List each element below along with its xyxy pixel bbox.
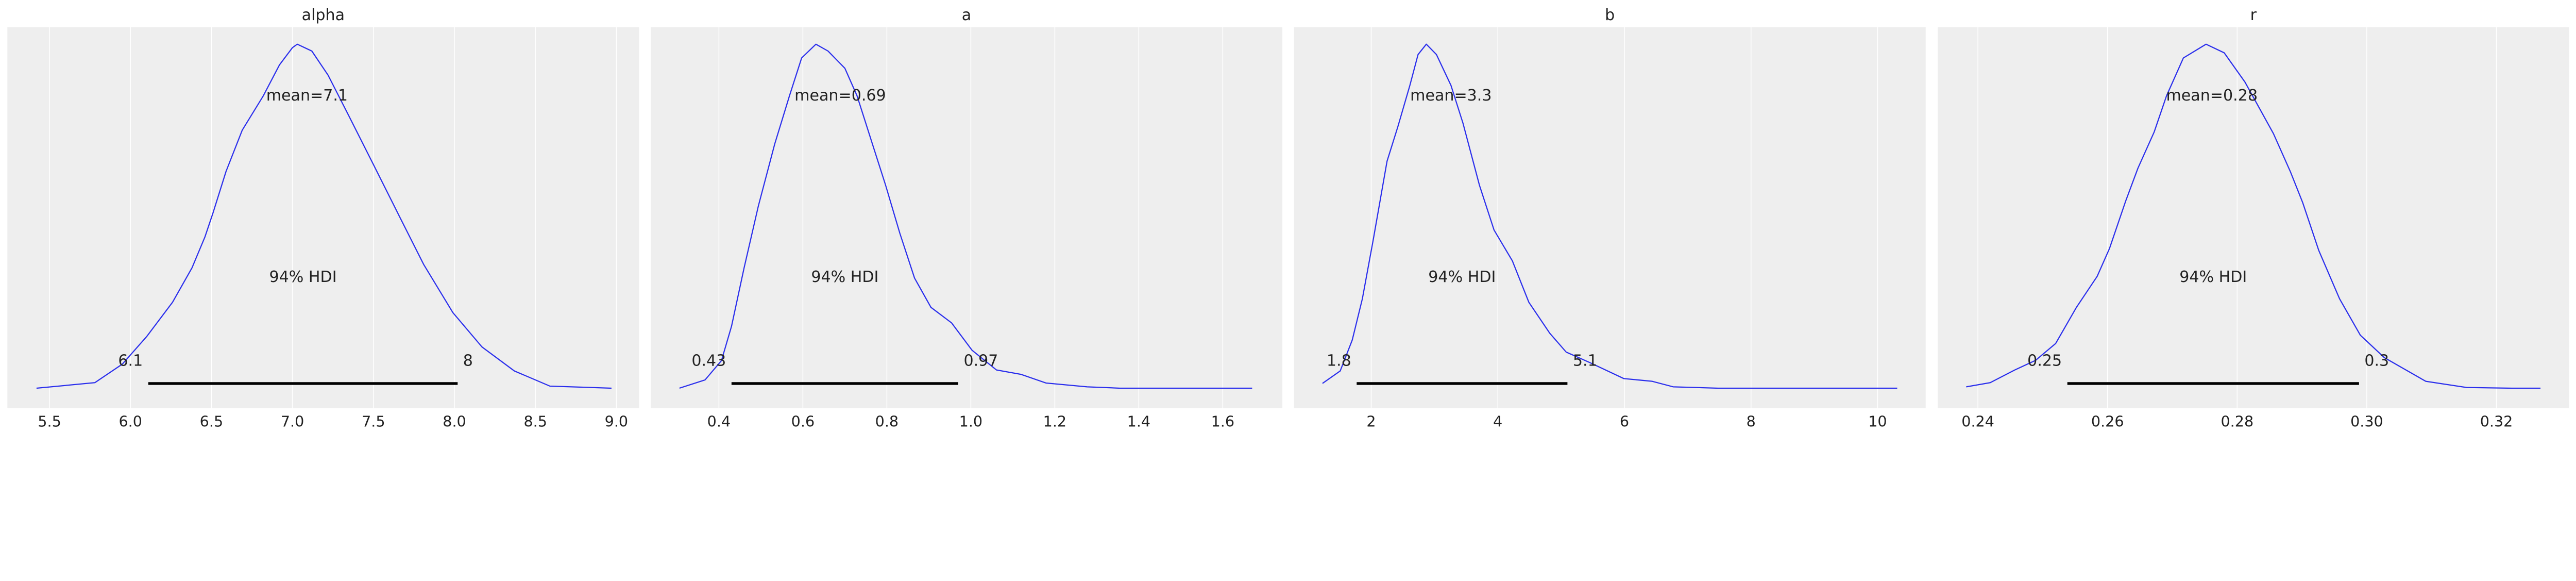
plot-area <box>7 27 639 408</box>
hdi-label: 94% HDI <box>811 268 878 286</box>
density-curve <box>1966 43 2541 389</box>
x-tick-label: 9.0 <box>605 412 628 430</box>
x-tick-label: 0.8 <box>875 412 899 430</box>
subplot-title: r <box>2250 6 2257 24</box>
x-tick-label: 7.0 <box>281 412 304 430</box>
plot-area <box>650 27 1283 408</box>
x-tick-label: 0.28 <box>2221 412 2254 430</box>
x-tick-label: 0.4 <box>707 412 731 430</box>
hdi-high-label: 8 <box>463 352 473 370</box>
plot-area <box>1294 27 1926 408</box>
density-curve <box>36 43 612 389</box>
x-tick-label: 2 <box>1366 412 1376 430</box>
x-tick-label: 1.6 <box>1211 412 1234 430</box>
density-curve <box>1322 43 1897 389</box>
x-tick-label: 0.30 <box>2350 412 2383 430</box>
hdi-low-label: 6.1 <box>118 352 143 370</box>
posterior-plot-figure: 5.5 6.0 6.5 7.0 7.5 8.0 8.5 9.0 alpha mean=7.1 94%… <box>7 6 2569 430</box>
x-tick-label: 0.26 <box>2091 412 2124 430</box>
hdi-label: 94% HDI <box>269 268 337 286</box>
x-tick-label: 10 <box>1868 412 1887 430</box>
mean-label: mean=3.3 <box>1410 87 1492 105</box>
subplot-title: a <box>962 6 971 24</box>
hdi-low-label: 0.25 <box>2027 352 2062 370</box>
x-tick-label: 0.24 <box>1961 412 1994 430</box>
hdi-high-label: 0.3 <box>2364 352 2389 370</box>
x-tick-label: 1.0 <box>959 412 982 430</box>
x-tick-label: 1.4 <box>1127 412 1150 430</box>
subplot-title: b <box>1605 6 1615 24</box>
mean-label: mean=7.1 <box>266 87 348 105</box>
x-tick-label: 0.6 <box>791 412 815 430</box>
x-tick-label: 7.5 <box>362 412 385 430</box>
mean-label: mean=0.28 <box>2166 87 2258 105</box>
subplot-title: alpha <box>302 6 345 24</box>
hdi-label: 94% HDI <box>1428 268 1496 286</box>
x-tick-label: 1.2 <box>1043 412 1066 430</box>
x-tick-label: 4 <box>1493 412 1502 430</box>
hdi-label: 94% HDI <box>2179 268 2247 286</box>
hdi-low-label: 1.8 <box>1327 352 1351 370</box>
mean-label: mean=0.69 <box>794 87 886 105</box>
x-tick-label: 8.0 <box>443 412 466 430</box>
x-tick-label: 6.0 <box>119 412 142 430</box>
hdi-high-label: 5.1 <box>1573 352 1598 370</box>
density-curve <box>679 43 1252 389</box>
plot-area <box>1938 27 2569 408</box>
x-tick-label: 8.5 <box>523 412 547 430</box>
x-tick-label: 6 <box>1620 412 1629 430</box>
x-tick-label: 6.5 <box>200 412 223 430</box>
x-tick-label: 5.5 <box>38 412 61 430</box>
hdi-high-label: 0.97 <box>963 352 998 370</box>
x-tick-label: 0.32 <box>2480 412 2513 430</box>
x-tick-label: 8 <box>1747 412 1756 430</box>
hdi-low-label: 0.43 <box>691 352 726 370</box>
